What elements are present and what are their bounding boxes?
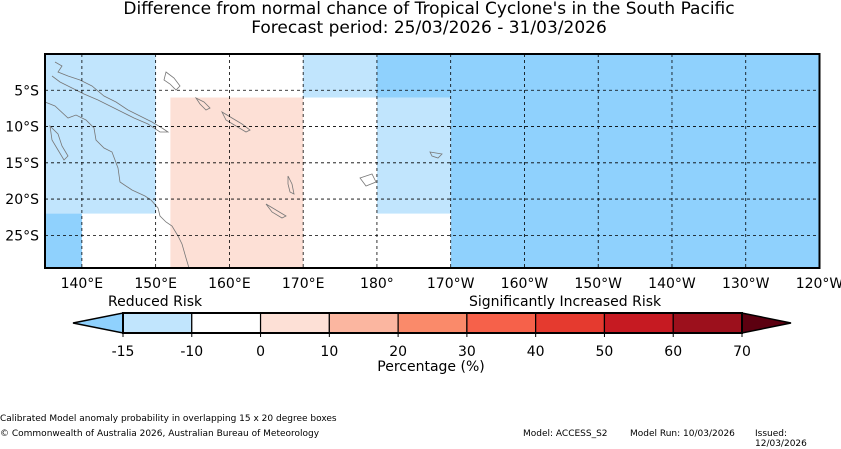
lat-label: 25°S (5, 228, 39, 244)
colorbar-axis-label: Percentage (%) (377, 359, 484, 375)
colorbar-tick-label: -10 (180, 344, 203, 360)
cyclone-anomaly-chart: 5°S 10°S 15°S 20°S 25°S 140°E 150°E 160°E 170°E… (5, 53, 841, 375)
colorbar-bin (397, 312, 468, 334)
anomaly-box-7 (450, 54, 820, 268)
lon-label: 150°W (574, 276, 622, 292)
footer-model-run: Model Run: 10/03/2026 (630, 429, 735, 439)
lat-label: 5°S (14, 83, 39, 99)
lon-label: 160°W (501, 276, 549, 292)
colorbar-tick-label: 50 (596, 344, 614, 360)
coast-vanuatu (287, 175, 295, 195)
anomaly-box-2 (45, 213, 82, 268)
colorbar-bin (672, 312, 743, 334)
footer-copyright: © Commonwealth of Australia 2026, Austra… (0, 429, 320, 439)
map-frame (44, 53, 821, 269)
colorbar-bin (535, 312, 606, 334)
lat-label: 10°S (5, 120, 39, 136)
colorbar-bin (466, 312, 537, 334)
footer-note: Calibrated Model anomaly probability in … (0, 414, 337, 424)
anomaly-box-3 (170, 97, 304, 268)
coast-new-britain (163, 71, 181, 91)
colorbar-tick-labels: -15 -10 0 10 20 30 40 50 60 70 (112, 333, 751, 360)
increased-risk-label: Significantly Increased Risk (469, 294, 662, 310)
lon-label: 140°E (61, 276, 104, 292)
colorbar-tick-label: 60 (664, 344, 682, 360)
lon-label: 140°W (648, 276, 696, 292)
coast-australia (44, 101, 190, 269)
anomaly-box-6 (376, 97, 451, 214)
colorbar-tick-label: 40 (527, 344, 545, 360)
colorbar-bin (603, 312, 674, 334)
coastlines (44, 61, 443, 269)
coast-york-peninsula (49, 124, 69, 161)
colorbar-under-arrow (72, 312, 124, 334)
colorbar-bin (328, 312, 399, 334)
anomaly-box-1 (45, 54, 156, 214)
anomaly-box-4 (303, 54, 377, 98)
colorbar-tick-label: 0 (256, 344, 265, 360)
colorbar-bin (259, 312, 330, 334)
lon-label: 120°W (796, 276, 841, 292)
coast-new-guinea (51, 61, 170, 133)
lon-label: 160°E (208, 276, 251, 292)
reduced-risk-label: Reduced Risk (108, 294, 203, 310)
forecast-period: Forecast period: 25/03/2026 - 31/03/2026 (251, 18, 607, 38)
colorbar (72, 312, 792, 334)
lon-label: 130°W (722, 276, 770, 292)
coast-bougainville (194, 96, 211, 111)
coast-fiji (359, 173, 377, 187)
colorbar-tick-label: 30 (458, 344, 476, 360)
colorbar-over-arrow (741, 312, 792, 334)
anomaly-box-5 (376, 54, 451, 98)
colorbar-tick-label: -15 (112, 344, 135, 360)
colorbar-tick-label: 20 (389, 344, 407, 360)
latitude-labels: 5°S 10°S 15°S 20°S 25°S (5, 83, 39, 244)
anomaly-boxes (45, 54, 820, 268)
lon-label: 180° (360, 276, 394, 292)
lon-label: 150°E (134, 276, 177, 292)
lon-label: 170°W (427, 276, 475, 292)
lat-label: 20°S (5, 192, 39, 208)
longitude-labels: 140°E 150°E 160°E 170°E 180° 170°W 160°W 150°W 1… (61, 276, 841, 292)
footer-model: Model: ACCESS_S2 (523, 429, 608, 439)
colorbar-bin (191, 312, 262, 334)
coast-samoa (429, 151, 443, 159)
lon-label: 170°E (282, 276, 325, 292)
footer-issued: Issued: 12/03/2026 (755, 429, 807, 449)
colorbar-frame (122, 312, 743, 334)
coast-solomon-islands (221, 110, 251, 133)
colorbar-tick-label: 70 (733, 344, 751, 360)
lat-label: 15°S (5, 156, 39, 172)
colorbar-tick-label: 10 (320, 344, 338, 360)
chart-title: Difference from normal chance of Tropica… (123, 0, 735, 19)
coast-new-caledonia (265, 203, 287, 219)
colorbar-bin (122, 312, 193, 334)
